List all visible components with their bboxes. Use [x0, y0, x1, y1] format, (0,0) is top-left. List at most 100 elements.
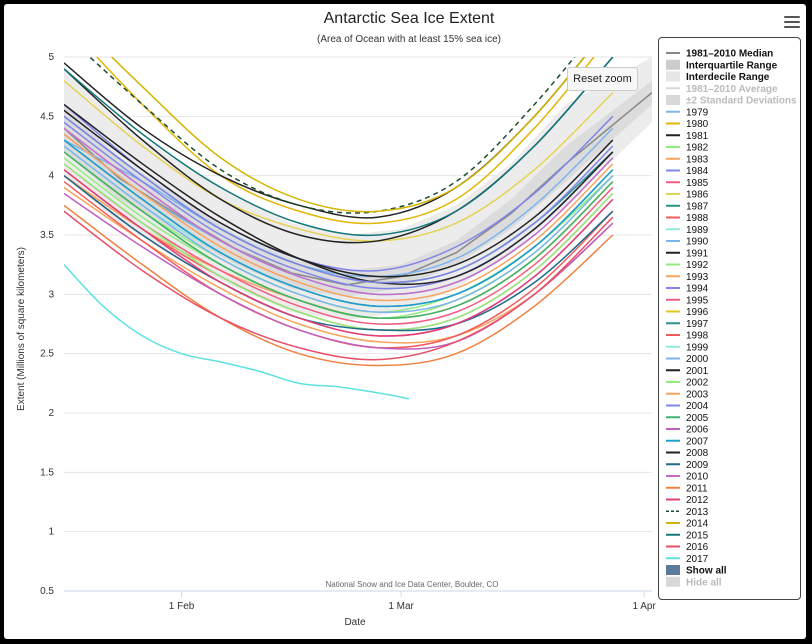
legend-item[interactable]: 1990	[666, 237, 709, 248]
series-line-2012[interactable]	[64, 169, 614, 337]
x-tick-label: 1 Apr	[632, 601, 656, 612]
legend-label: 2004	[686, 401, 709, 412]
legend-item[interactable]: Interquartile Range	[666, 59, 778, 72]
legend-item[interactable]: 2007	[666, 436, 709, 447]
legend-item[interactable]: 1999	[666, 342, 709, 353]
legend-item[interactable]: ±2 Standard Deviations	[666, 95, 797, 107]
legend-label: 2016	[686, 542, 709, 553]
legend-item[interactable]: 1991	[666, 248, 709, 259]
series-line-2015[interactable]	[64, 57, 614, 237]
legend-item[interactable]: 1997	[666, 319, 709, 330]
x-tick-label: 1 Mar	[388, 601, 414, 612]
series-line-2013[interactable]	[64, 10, 613, 214]
legend-label: 2007	[686, 436, 709, 447]
series-line-2003[interactable]	[64, 133, 614, 302]
series-line-2017[interactable]	[64, 264, 410, 400]
y-tick-label: 3.5	[40, 230, 54, 241]
legend-item[interactable]: 1996	[666, 307, 709, 318]
legend-item[interactable]: 2003	[666, 389, 709, 400]
legend-item[interactable]: 2011	[666, 483, 708, 494]
legend-item[interactable]: 2005	[666, 413, 709, 424]
series-line-2010[interactable]	[64, 127, 614, 296]
legend-item[interactable]: 2012	[666, 495, 709, 506]
legend-label: 1988	[686, 213, 709, 224]
legend-item[interactable]: 2001	[666, 366, 709, 377]
legend-item[interactable]: 2000	[666, 354, 709, 365]
legend-item[interactable]: 1998	[666, 331, 709, 342]
legend-box	[658, 37, 801, 600]
interdecile-band	[64, 57, 652, 321]
legend-item[interactable]: 1993	[666, 272, 709, 283]
legend-swatch	[666, 565, 680, 575]
legend-label: 2010	[686, 472, 709, 483]
legend-item[interactable]: 1984	[666, 166, 709, 177]
legend-item[interactable]: 1979	[666, 107, 709, 118]
legend-item[interactable]: 1989	[666, 225, 709, 236]
legend-item[interactable]: 1981	[666, 131, 709, 142]
series-line-2000[interactable]	[64, 145, 614, 314]
legend-item[interactable]: 2013	[666, 507, 709, 518]
legend-item[interactable]: 2002	[666, 378, 709, 389]
legend-item[interactable]: 1981–2010 Median	[666, 49, 773, 60]
series-line-2016[interactable]	[64, 210, 614, 361]
legend-item[interactable]: 1985	[666, 178, 709, 189]
legend-item[interactable]: 2010	[666, 472, 709, 483]
series-line-2001[interactable]	[64, 103, 614, 285]
legend-item[interactable]: 1992	[666, 260, 709, 271]
legend-label: Hide all	[686, 577, 722, 588]
legend-label: 1982	[686, 143, 709, 154]
legend-label: 1986	[686, 190, 709, 201]
legend-item[interactable]: 1995	[666, 295, 709, 306]
series-line-2005[interactable]	[64, 151, 614, 319]
legend-item[interactable]: 1982	[666, 143, 709, 154]
y-tick-label: 1.5	[40, 467, 54, 478]
legend-item[interactable]: 2016	[666, 542, 709, 553]
legend-label: 2012	[686, 495, 709, 506]
series-line-2004[interactable]	[64, 115, 614, 284]
chart-frame: Antarctic Sea Ice Extent (Area of Ocean …	[4, 4, 806, 639]
y-tick-label: 0.5	[40, 586, 54, 597]
legend-item[interactable]: 1987	[666, 201, 709, 212]
legend-label: 1985	[686, 178, 709, 189]
legend-item[interactable]: Interdecile Range	[666, 71, 770, 84]
legend-item[interactable]: 1994	[666, 284, 709, 295]
legend-item[interactable]: Show all	[666, 565, 727, 577]
legend-label: 2006	[686, 425, 709, 436]
legend-label: 1983	[686, 154, 709, 165]
legend-label: 1994	[686, 284, 709, 295]
chart-subtitle: (Area of Ocean with at least 15% sea ice…	[317, 34, 501, 45]
series-line-2011[interactable]	[64, 204, 614, 367]
legend-label: 2013	[686, 507, 709, 518]
legend-label: 2002	[686, 378, 709, 389]
legend-item[interactable]: 1986	[666, 190, 709, 201]
legend-item[interactable]: 2015	[666, 530, 709, 541]
series-line-2014[interactable]	[64, 10, 613, 213]
series-lines	[64, 10, 614, 400]
legend-item[interactable]: 2017	[666, 554, 709, 565]
legend-item[interactable]: 2009	[666, 460, 709, 471]
legend-item[interactable]: 2014	[666, 519, 709, 530]
y-tick-label: 5	[48, 52, 54, 63]
legend-label: 1984	[686, 166, 709, 177]
legend-item[interactable]: 2004	[666, 401, 709, 412]
legend-label: 2015	[686, 530, 709, 541]
hamburger-menu-icon[interactable]	[784, 16, 800, 30]
legend-item[interactable]: 1981–2010 Average	[666, 84, 778, 95]
legend-item[interactable]: 1983	[666, 154, 709, 165]
x-tick-label: 1 Feb	[169, 601, 195, 612]
legend-item[interactable]: 2008	[666, 448, 709, 459]
legend-item[interactable]: 2006	[666, 425, 709, 436]
series-line-2007[interactable]	[64, 139, 614, 308]
legend-item[interactable]: Hide all	[666, 576, 722, 589]
series-line-2008[interactable]	[64, 109, 614, 278]
legend-swatch	[666, 59, 680, 70]
legend-item[interactable]: 1988	[666, 213, 709, 224]
legend-item[interactable]: 1980	[666, 119, 709, 130]
series-line-2002[interactable]	[64, 163, 614, 331]
credits-text: National Snow and Ice Data Center, Bould…	[326, 580, 499, 589]
reset-zoom-button[interactable]: Reset zoom	[567, 67, 638, 91]
series-line-2009[interactable]	[64, 175, 614, 332]
series-line-1986[interactable]	[64, 80, 614, 242]
legend-label: 2017	[686, 554, 709, 565]
legend-label: 2008	[686, 448, 709, 459]
